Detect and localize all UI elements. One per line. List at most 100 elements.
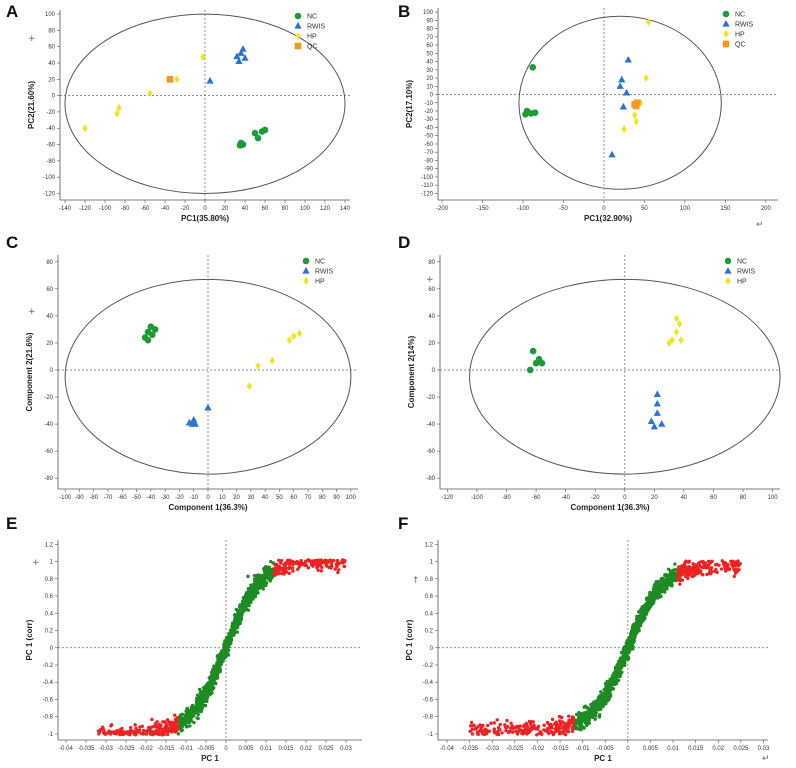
series-rwis xyxy=(647,390,666,430)
x-tick-label: 0.01 xyxy=(260,746,272,752)
y-tick-label: 1.2 xyxy=(45,542,54,548)
data-point xyxy=(326,560,330,564)
data-point xyxy=(636,618,640,622)
data-point xyxy=(482,729,487,733)
data-point xyxy=(557,714,562,719)
data-point xyxy=(186,719,190,724)
x-tick-label: 20 xyxy=(651,495,658,501)
data-point xyxy=(658,420,666,427)
data-point xyxy=(193,710,198,715)
data-point xyxy=(625,649,630,653)
x-tick-label: -20 xyxy=(591,495,600,501)
data-point xyxy=(571,718,576,723)
data-point xyxy=(579,720,583,724)
data-point xyxy=(535,733,539,737)
data-point xyxy=(633,117,639,126)
y-axis-label: PC2(21.60%) xyxy=(27,81,36,129)
x-tick-label: 80 xyxy=(282,206,289,212)
data-point xyxy=(717,563,721,567)
data-point xyxy=(342,564,346,569)
y-tick-label: -1 xyxy=(48,732,54,738)
y-tick-label: -70 xyxy=(424,150,433,156)
data-point xyxy=(642,617,646,621)
data-point xyxy=(238,605,242,609)
data-point xyxy=(639,617,643,622)
data-point xyxy=(637,628,641,633)
panel-d-plsda-scatter: D + -120 -100 -80 -60 -40 -20 0 20 40 60 80 100 80 60… xyxy=(398,233,796,530)
series-significant xyxy=(468,559,742,737)
x-tick-label: -0.015 xyxy=(552,746,570,752)
x-tick-label: -80 xyxy=(121,206,130,212)
data-point xyxy=(273,562,277,567)
data-point xyxy=(663,590,667,594)
data-point xyxy=(295,559,299,564)
data-point xyxy=(584,723,589,728)
edit-mark-glyph: + xyxy=(28,34,36,44)
data-point xyxy=(644,597,649,602)
data-point xyxy=(585,705,590,710)
x-tick-label: -0.03 xyxy=(485,746,499,752)
series-nc xyxy=(522,64,539,118)
y-tick-label: 0.2 xyxy=(45,629,54,635)
data-point xyxy=(575,712,579,717)
data-point xyxy=(678,582,682,586)
legend-label: HP xyxy=(315,279,325,286)
x-tick-label: 0 xyxy=(224,746,228,752)
data-point xyxy=(185,714,189,719)
data-point xyxy=(534,727,538,731)
data-point xyxy=(520,731,524,736)
x-tick-label: 140 xyxy=(340,206,351,212)
y-tick-label: -120 xyxy=(43,191,56,197)
data-point xyxy=(564,725,569,730)
legend-marker xyxy=(724,257,732,265)
data-point xyxy=(658,590,663,594)
data-point xyxy=(97,730,101,735)
data-point xyxy=(236,617,240,621)
data-point xyxy=(202,697,207,701)
x-tick-label: 50 xyxy=(641,206,648,212)
y-tick-label: 0 xyxy=(50,368,54,374)
y-tick-label: 60 xyxy=(428,287,435,293)
y-tick-label: 0.6 xyxy=(45,594,54,600)
y-tick-label: 70 xyxy=(426,35,433,41)
x-tick-label: 90 xyxy=(333,495,340,501)
data-point xyxy=(228,639,232,644)
data-point xyxy=(508,726,513,730)
x-tick-label: 40 xyxy=(681,495,688,501)
data-point xyxy=(673,328,680,337)
data-point xyxy=(319,569,324,573)
x-tick-label: 100 xyxy=(768,495,779,501)
data-point xyxy=(107,729,111,734)
data-point xyxy=(190,416,198,423)
data-point xyxy=(660,577,664,582)
data-point xyxy=(515,732,520,736)
data-point xyxy=(141,732,146,736)
data-point xyxy=(246,574,250,579)
x-tick-label: -0.005 xyxy=(197,746,215,752)
data-point xyxy=(208,679,213,684)
data-point xyxy=(531,720,535,724)
data-point xyxy=(542,723,546,727)
confidence-ellipse xyxy=(469,278,781,475)
data-point xyxy=(187,712,191,716)
x-axis-label: Component 1(36.3%) xyxy=(168,503,247,512)
edit-mark-glyph: + xyxy=(32,558,40,568)
data-point xyxy=(570,729,575,734)
data-point xyxy=(697,568,701,573)
data-point xyxy=(304,559,308,563)
x-tick-label: -100 xyxy=(471,495,484,501)
data-point xyxy=(246,598,250,602)
data-point xyxy=(277,558,281,562)
y-tick-label: 60 xyxy=(426,43,433,49)
data-point xyxy=(274,571,279,575)
data-point xyxy=(299,558,303,563)
legend-marker xyxy=(722,40,730,48)
data-point xyxy=(159,727,163,731)
chart: -120 -100 -80 -60 -40 -20 0 20 40 60 80 100 80 60 40 20… xyxy=(407,255,781,512)
legend-marker xyxy=(294,12,302,20)
y-tick-label: -40 xyxy=(426,422,435,428)
data-point xyxy=(184,725,189,729)
data-point xyxy=(583,713,587,717)
data-point xyxy=(144,732,149,736)
data-point xyxy=(476,725,480,729)
